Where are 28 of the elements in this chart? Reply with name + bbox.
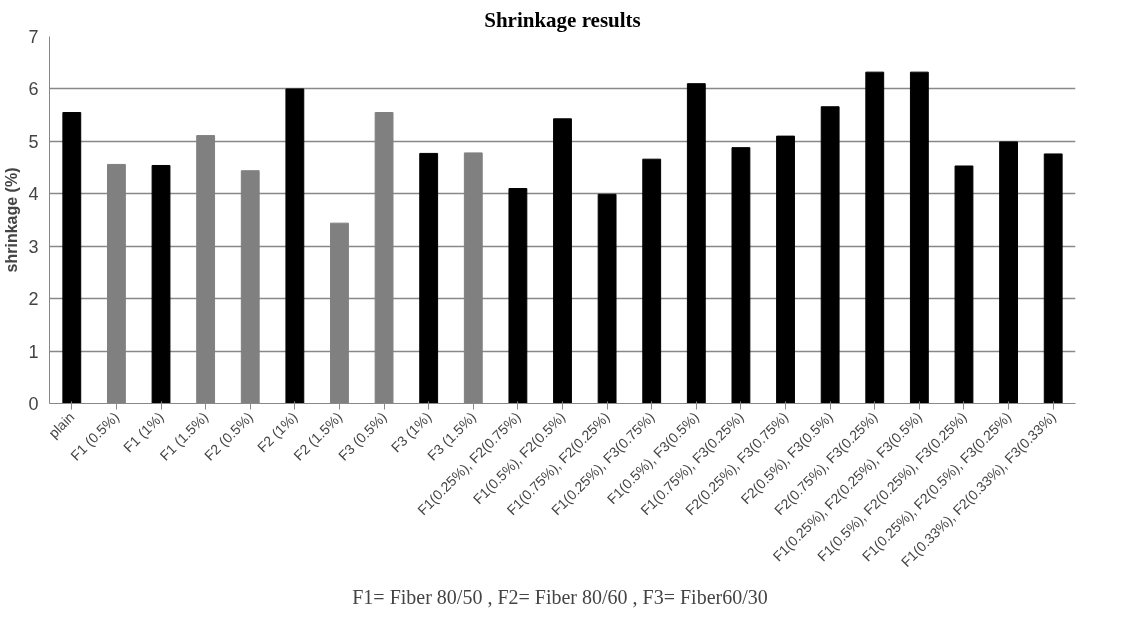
bar	[686, 83, 706, 404]
bar	[62, 112, 82, 404]
bar	[597, 193, 617, 404]
bar	[285, 88, 305, 404]
bar	[151, 164, 171, 404]
bar	[1043, 153, 1063, 404]
bar	[909, 71, 929, 404]
y-tick-label: 4	[28, 184, 39, 205]
y-tick-label: 6	[28, 79, 39, 100]
bar	[508, 188, 528, 404]
y-tick-label: 1	[28, 341, 39, 362]
y-tick-label: 3	[28, 236, 39, 257]
y-tick-label: 5	[28, 131, 39, 152]
bar	[731, 147, 751, 404]
y-tick-label: 2	[28, 289, 39, 310]
bar	[999, 141, 1019, 404]
text: F1= Fiber 80/50 , F2= Fiber 80/60 , F3= Fiber60/30	[352, 585, 768, 608]
bar	[642, 158, 662, 404]
bar	[553, 118, 572, 404]
bar	[954, 165, 974, 404]
bar	[865, 71, 885, 404]
y-tick-label: 0	[28, 394, 39, 414]
bar	[820, 106, 840, 404]
bar	[419, 152, 439, 404]
y-tick-label: 7	[28, 27, 39, 47]
bar	[776, 135, 795, 404]
chart-title: Shrinkage results	[484, 7, 641, 32]
y-axis-title: shrinkage (%)	[3, 167, 21, 273]
